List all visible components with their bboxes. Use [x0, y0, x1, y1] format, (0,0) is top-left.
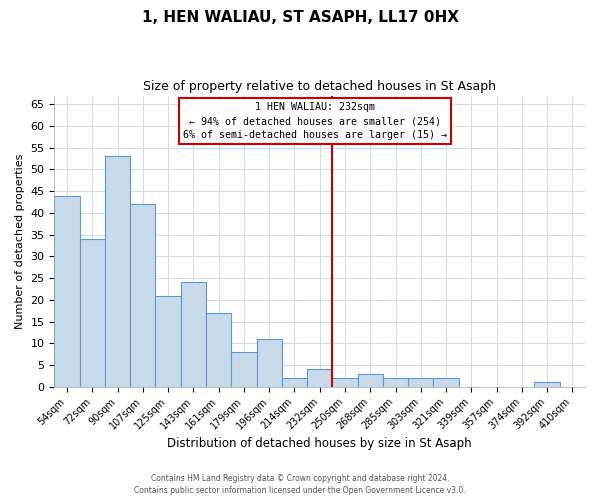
- Bar: [155, 296, 181, 387]
- Text: 1, HEN WALIAU, ST ASAPH, LL17 0HX: 1, HEN WALIAU, ST ASAPH, LL17 0HX: [142, 10, 458, 25]
- Bar: [307, 370, 332, 387]
- Bar: [433, 378, 458, 387]
- Bar: [105, 156, 130, 387]
- Bar: [130, 204, 155, 387]
- Bar: [383, 378, 408, 387]
- Bar: [358, 374, 383, 387]
- Bar: [408, 378, 433, 387]
- Text: 1 HEN WALIAU: 232sqm
← 94% of detached houses are smaller (254)
6% of semi-detac: 1 HEN WALIAU: 232sqm ← 94% of detached h…: [182, 102, 446, 140]
- Bar: [257, 339, 282, 387]
- Bar: [80, 239, 105, 387]
- Title: Size of property relative to detached houses in St Asaph: Size of property relative to detached ho…: [143, 80, 496, 93]
- Bar: [181, 282, 206, 387]
- Text: Contains HM Land Registry data © Crown copyright and database right 2024.
Contai: Contains HM Land Registry data © Crown c…: [134, 474, 466, 495]
- Bar: [332, 378, 358, 387]
- Bar: [535, 382, 560, 387]
- Bar: [206, 313, 231, 387]
- X-axis label: Distribution of detached houses by size in St Asaph: Distribution of detached houses by size …: [167, 437, 472, 450]
- Bar: [55, 196, 80, 387]
- Bar: [282, 378, 307, 387]
- Bar: [231, 352, 257, 387]
- Y-axis label: Number of detached properties: Number of detached properties: [15, 154, 25, 329]
